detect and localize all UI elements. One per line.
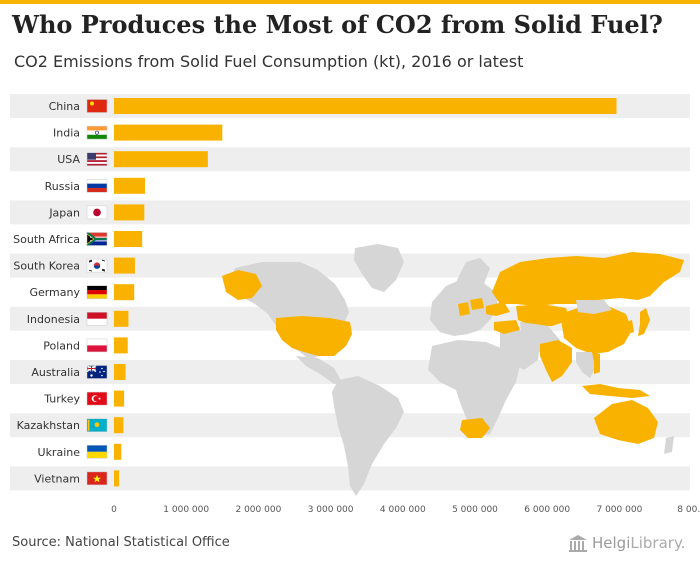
map-africa <box>428 340 520 436</box>
russia-flag-icon <box>86 179 108 193</box>
category-label: Russia <box>45 180 80 193</box>
map-mongolia <box>576 300 612 314</box>
bar-turkey[interactable] <box>114 390 125 407</box>
category-label: Vietnam <box>34 472 80 485</box>
map-south-korea <box>626 320 634 334</box>
indonesia-flag-icon <box>86 312 108 326</box>
chart-title: Who Produces the Most of CO2 from Solid … <box>12 10 663 39</box>
map-central-america <box>296 356 342 384</box>
row-band <box>10 200 690 225</box>
bar-indonesia[interactable] <box>114 310 129 327</box>
map-turkey <box>494 320 520 334</box>
x-tick-label: 1 000 000 <box>163 505 209 515</box>
logo-wordmark: HelgiLibrary. <box>592 534 685 552</box>
category-label: Indonesia <box>27 313 80 326</box>
category-label: South Korea <box>13 260 80 273</box>
x-tick-label: 0 <box>111 505 117 515</box>
bar-south-africa[interactable] <box>114 231 143 247</box>
accent-bar <box>0 0 700 4</box>
ukraine-flag-icon <box>86 445 108 459</box>
x-tick-label: 3 000 000 <box>308 505 354 515</box>
category-label: Australia <box>31 366 80 379</box>
map-south-africa <box>460 418 490 438</box>
world-map <box>222 244 684 496</box>
x-tick-label: 2 000 000 <box>235 505 281 515</box>
kazakhstan-flag-icon <box>86 418 108 432</box>
x-tick-label: 4 000 000 <box>380 505 426 515</box>
helgi-library-logo[interactable]: HelgiLibrary. <box>568 533 692 555</box>
flags <box>86 99 108 486</box>
bar-india[interactable] <box>114 124 223 141</box>
map-ukraine <box>486 302 510 316</box>
map-india <box>540 340 572 382</box>
map-indonesia <box>582 384 650 398</box>
map-russia <box>492 252 684 306</box>
map-china <box>560 306 632 354</box>
chart-subtitle: CO2 Emissions from Solid Fuel Consumptio… <box>14 52 524 71</box>
india-flag-icon <box>86 125 108 140</box>
map-australia <box>594 400 658 444</box>
map-usa <box>276 316 352 356</box>
category-label: USA <box>57 153 80 166</box>
source-note: Source: National Statistical Office <box>12 535 230 550</box>
category-label: Germany <box>29 286 80 299</box>
x-tick-label: 7 000 000 <box>596 505 642 515</box>
map-greenland <box>354 244 404 292</box>
bar-usa[interactable] <box>114 151 208 168</box>
bar-japan[interactable] <box>114 204 145 221</box>
bar-vietnam[interactable] <box>114 470 120 487</box>
library-columns-icon <box>569 535 587 552</box>
bars <box>114 98 617 487</box>
category-label: Poland <box>43 339 80 352</box>
japan-flag-icon <box>86 205 108 220</box>
australia-flag-icon <box>86 364 108 379</box>
map-scandinavia <box>456 258 490 290</box>
poland-flag-icon <box>86 338 108 353</box>
south-africa-flag-icon <box>86 231 108 247</box>
map-southeast-asia <box>576 352 598 378</box>
logo-brand: Helgi <box>592 534 631 552</box>
bar-china[interactable] <box>114 98 617 114</box>
x-axis-tick-labels: 0 1 000 000 2 000 000 3 000 000 4 000 000 5 0… <box>111 505 700 515</box>
category-label: India <box>53 127 80 140</box>
map-south-america <box>332 376 404 496</box>
category-label: Kazakhstan <box>17 419 80 432</box>
south-korea-flag-icon <box>86 258 108 273</box>
map-germany <box>458 302 470 316</box>
map-alaska <box>222 270 262 300</box>
usa-flag-icon <box>86 152 108 166</box>
map-japan <box>638 308 650 336</box>
logo-suffix: Library. <box>630 534 686 552</box>
category-labels: China India USA Russia Japan South Africa Sout… <box>13 100 80 485</box>
map-poland <box>470 298 484 310</box>
turkey-flag-icon <box>86 391 108 406</box>
bar-germany[interactable] <box>114 284 135 301</box>
category-label: Japan <box>48 206 80 219</box>
x-tick-label: 6 000 000 <box>524 505 570 515</box>
germany-flag-icon <box>86 285 108 299</box>
category-label: South Africa <box>13 233 80 246</box>
x-tick-label: 5 000 000 <box>452 505 498 515</box>
china-flag-icon <box>86 99 108 113</box>
vietnam-flag-icon <box>86 471 108 486</box>
category-label: China <box>49 100 80 113</box>
map-new-zealand <box>664 436 674 454</box>
bar-australia[interactable] <box>114 364 126 380</box>
bar-south-korea[interactable] <box>114 257 135 274</box>
map-kazakhstan <box>516 304 570 326</box>
category-label: Ukraine <box>38 446 81 459</box>
row-band <box>10 147 690 172</box>
map-vietnam <box>592 352 600 374</box>
bar-russia[interactable] <box>114 177 146 194</box>
x-tick-label: 8 00... <box>677 505 700 515</box>
category-label: Turkey <box>43 393 80 406</box>
bar-kazakhstan[interactable] <box>114 417 124 434</box>
bar-ukraine[interactable] <box>114 443 122 460</box>
bar-poland[interactable] <box>114 337 128 354</box>
